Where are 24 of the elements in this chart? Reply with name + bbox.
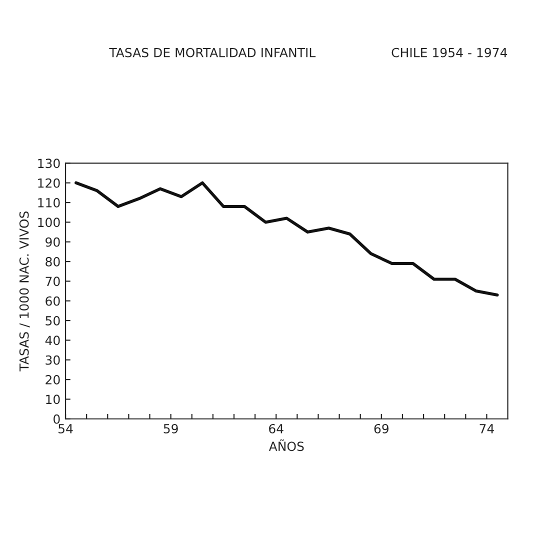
x-tick-label: 64 [269, 424, 284, 434]
x-tick-label: 74 [480, 424, 494, 434]
chart-title: TASAS DE MORTALIDAD INFANTIL [109, 48, 316, 58]
y-tick-label: 100 [38, 218, 60, 228]
y-axis-title: TASAS / 1000 NAC. VIVOS [19, 211, 30, 372]
x-tick-label: 59 [164, 424, 178, 434]
y-tick-label: 60 [46, 296, 60, 306]
y-tick-label: 30 [46, 355, 60, 365]
y-tick-label: 130 [38, 158, 60, 168]
chart-subtitle: CHILE 1954 - 1974 [392, 48, 508, 58]
y-tick-label: 80 [46, 257, 60, 266]
y-tick-label: 90 [46, 237, 60, 247]
x-tick-label: 54 [58, 424, 73, 434]
x-axis-title: AÑOS [268, 439, 304, 452]
y-tick-label: 110 [38, 198, 60, 208]
y-tick-label: 40 [45, 336, 60, 346]
y-tick-label: 50 [46, 316, 60, 326]
x-tick-label: 69 [374, 424, 388, 434]
y-tick-label: 20 [46, 375, 60, 384]
line-series [74, 181, 499, 297]
y-tick-label: 10 [46, 394, 60, 404]
y-tick-label: 0 [54, 414, 60, 424]
y-tick-label: 120 [38, 178, 60, 188]
y-tick-label: 70 [46, 276, 60, 286]
